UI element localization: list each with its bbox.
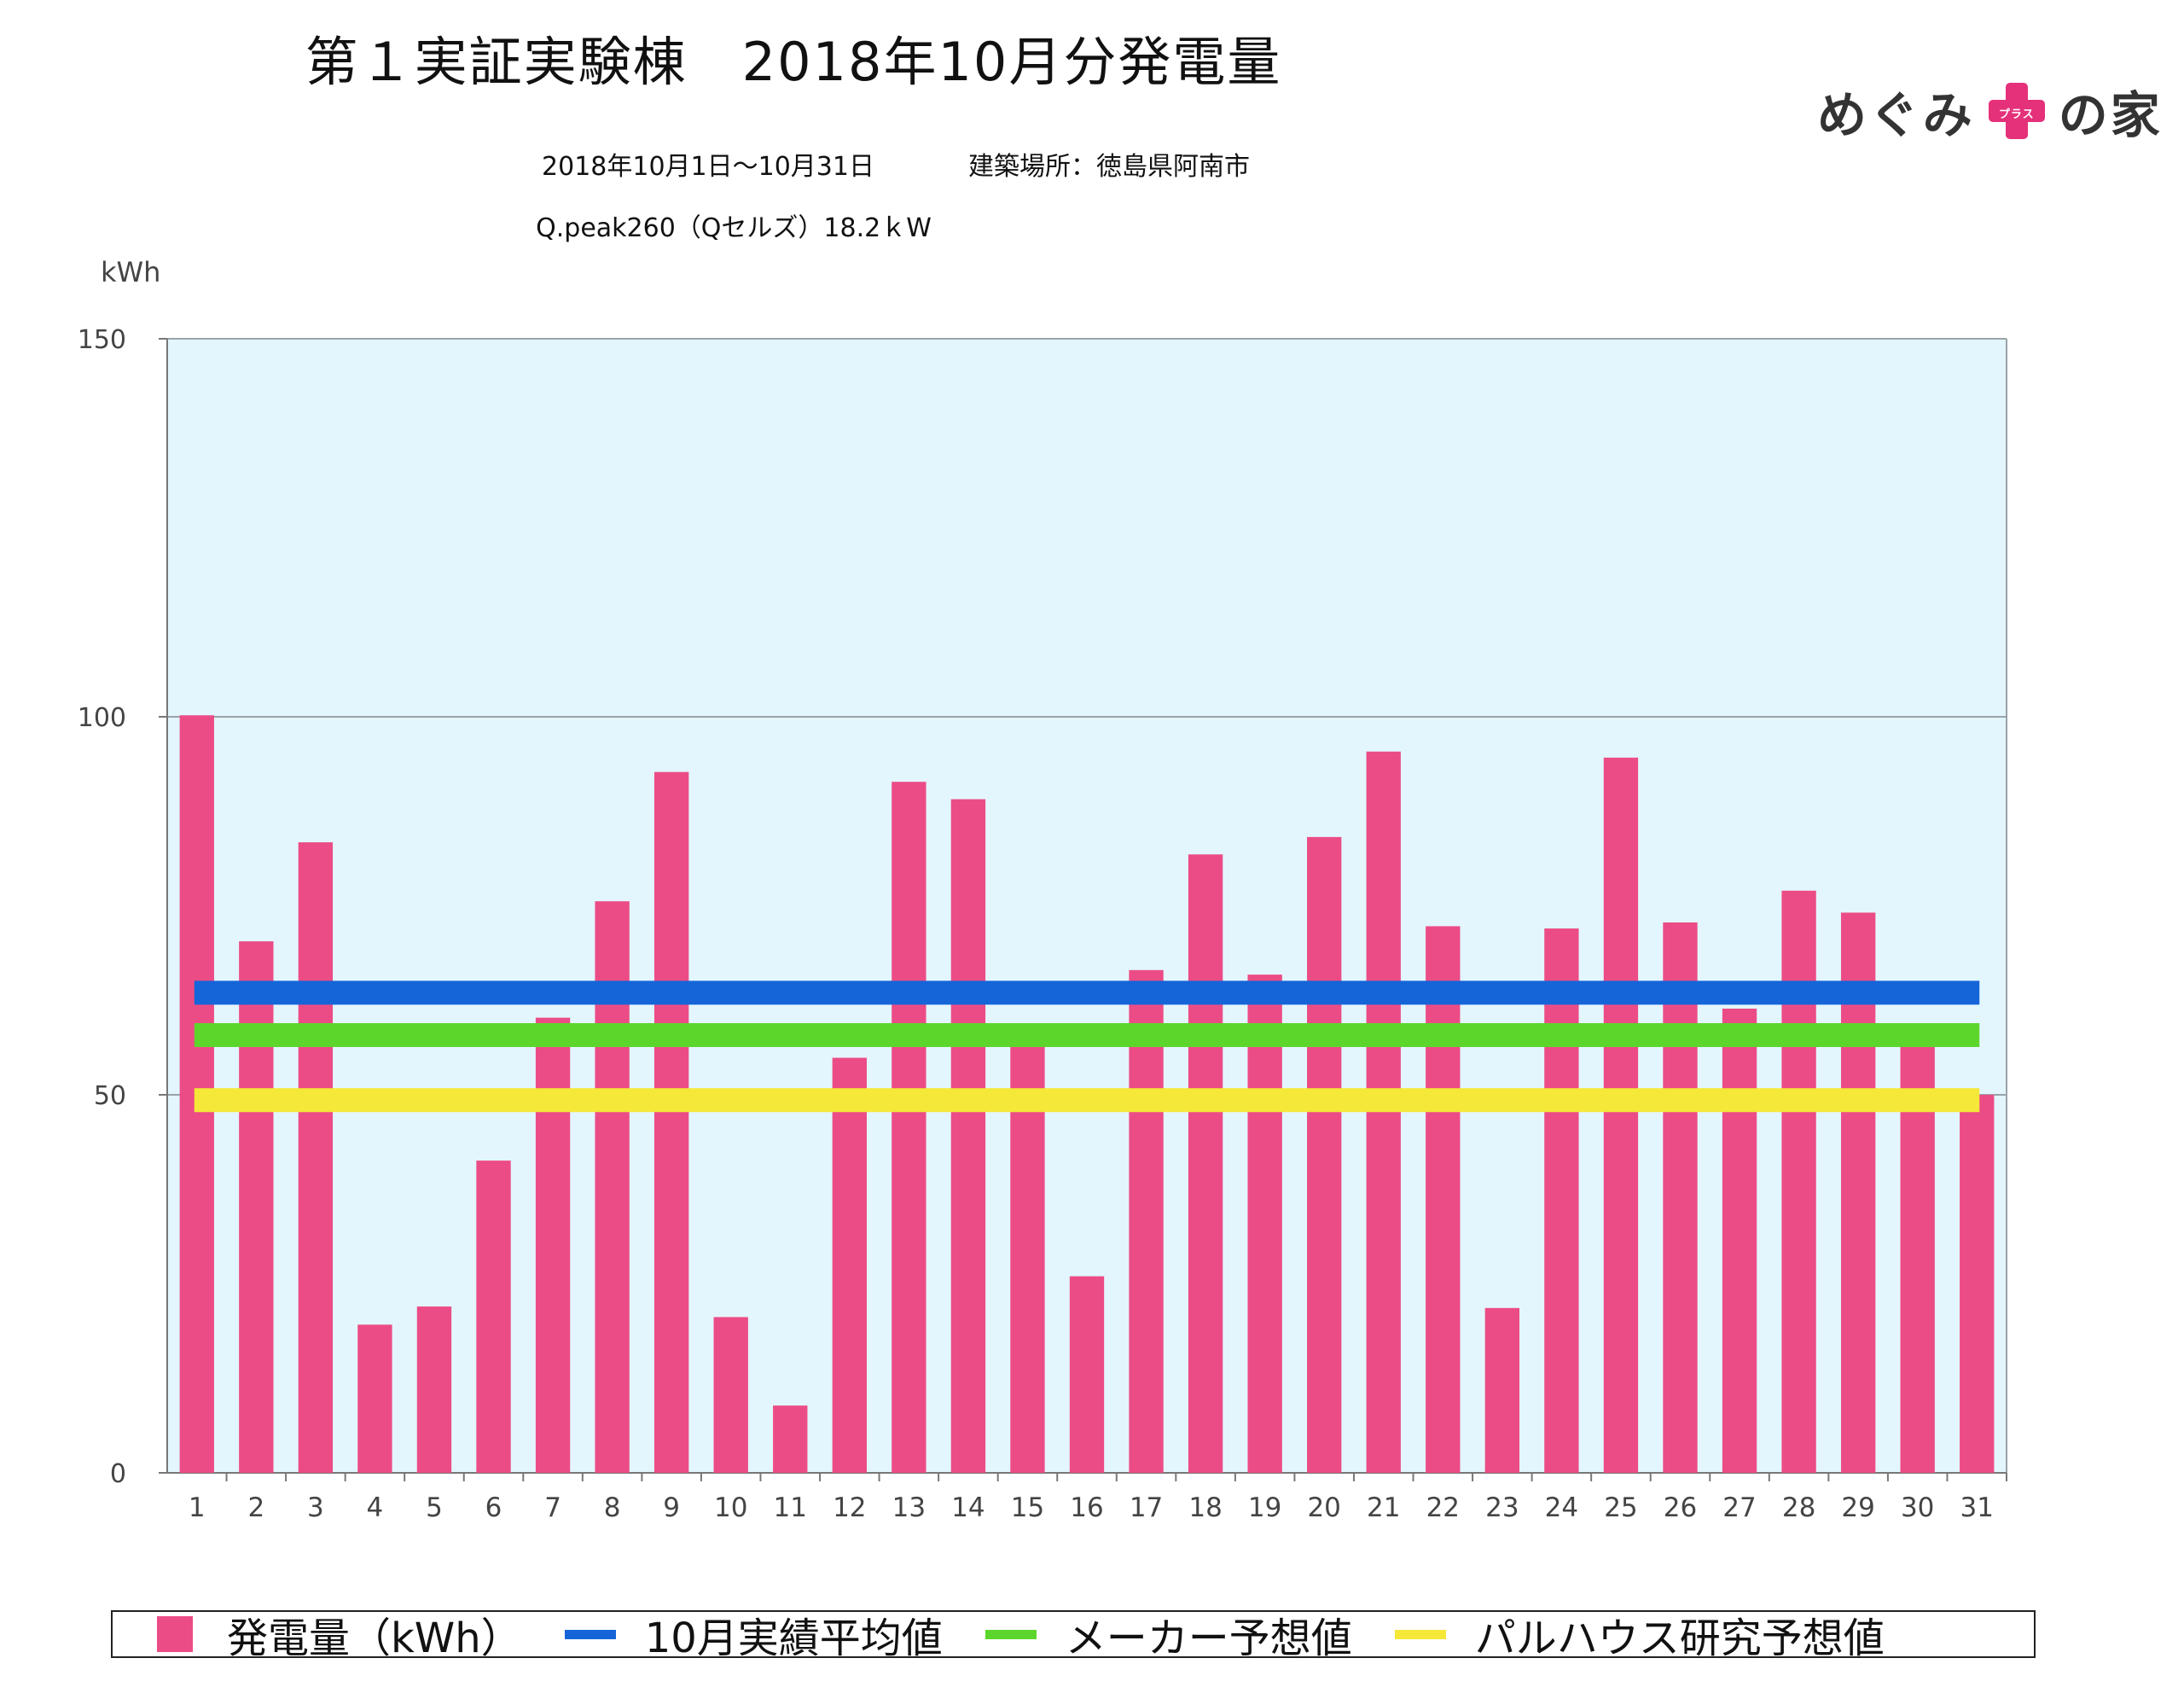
bar-day-31 bbox=[1960, 1095, 1995, 1473]
x-tick-label-15: 15 bbox=[1011, 1492, 1044, 1523]
bar-day-2 bbox=[239, 941, 274, 1473]
chart-title: 第１実証実験棟 2018年10月分発電量 bbox=[305, 31, 1282, 93]
y-tick-label-150: 150 bbox=[78, 325, 126, 355]
bar-day-21 bbox=[1366, 751, 1401, 1473]
bar-day-5 bbox=[416, 1306, 452, 1473]
x-tick-label-31: 31 bbox=[1960, 1492, 1993, 1523]
location-text: 建築場所：徳島県阿南市 bbox=[967, 152, 1250, 182]
legend-swatch-palhouse-forecast bbox=[1394, 1629, 1446, 1639]
panel-spec-text: Q.peak260（Qセルズ）18.2ｋW bbox=[536, 213, 932, 243]
chart-legend: 発電量（kWh） 10月実績平均値 メーカー予想値 パルハウス研究予想値 bbox=[111, 1610, 2036, 1662]
bar-day-14 bbox=[950, 799, 986, 1473]
x-tick-label-4: 4 bbox=[367, 1492, 384, 1523]
bar-day-24 bbox=[1544, 928, 1579, 1473]
bar-day-23 bbox=[1484, 1307, 1520, 1473]
bar-day-19 bbox=[1247, 974, 1282, 1473]
bar-day-26 bbox=[1663, 922, 1698, 1473]
x-tick-label-18: 18 bbox=[1188, 1492, 1222, 1523]
legend-item-palhouse-forecast: パルハウス研究予想値 bbox=[1394, 1604, 1885, 1664]
bar-day-11 bbox=[773, 1405, 808, 1473]
bar-day-17 bbox=[1129, 969, 1164, 1473]
bar-day-29 bbox=[1840, 912, 1876, 1473]
bar-day-20 bbox=[1307, 836, 1342, 1473]
legend-item-average: 10月実績平均値 bbox=[564, 1604, 943, 1664]
x-tick-label-16: 16 bbox=[1070, 1492, 1103, 1523]
brand-logo: めぐみ プラス の家 bbox=[1817, 75, 2163, 147]
x-tick-label-8: 8 bbox=[604, 1492, 621, 1523]
bar-day-4 bbox=[357, 1324, 392, 1473]
plus-icon: プラス bbox=[1988, 83, 2045, 139]
x-tick-label-23: 23 bbox=[1485, 1492, 1519, 1523]
bar-day-25 bbox=[1603, 757, 1639, 1473]
x-tick-label-5: 5 bbox=[426, 1492, 443, 1523]
x-tick-label-6: 6 bbox=[485, 1492, 502, 1523]
bar-day-16 bbox=[1069, 1276, 1105, 1473]
legend-item-maker-forecast: メーカー予想値 bbox=[985, 1604, 1352, 1664]
bar-day-13 bbox=[892, 782, 926, 1473]
x-tick-label-28: 28 bbox=[1782, 1492, 1815, 1523]
x-tick-label-3: 3 bbox=[307, 1492, 324, 1523]
bar-day-10 bbox=[713, 1317, 748, 1473]
bar-day-28 bbox=[1781, 890, 1816, 1473]
chart-subtitle-period-location: 2018年10月1日〜10月31日 建築場所：徳島県阿南市 bbox=[0, 145, 1792, 183]
y-axis-unit-label: kWh bbox=[101, 256, 161, 288]
x-tick-label-24: 24 bbox=[1545, 1492, 1578, 1523]
legend-swatch-maker-forecast bbox=[985, 1629, 1037, 1639]
legend-label-generation: 発電量（kWh） bbox=[227, 1614, 522, 1662]
y-tick-label-50: 50 bbox=[94, 1081, 126, 1111]
x-tick-label-19: 19 bbox=[1248, 1492, 1281, 1523]
x-tick-label-29: 29 bbox=[1841, 1492, 1874, 1523]
legend-swatch-generation bbox=[157, 1616, 193, 1652]
x-tick-label-27: 27 bbox=[1722, 1492, 1756, 1523]
logo-text-left: めぐみ bbox=[1817, 86, 1975, 144]
x-tick-label-1: 1 bbox=[189, 1492, 206, 1523]
bar-day-12 bbox=[832, 1057, 867, 1473]
x-tick-label-26: 26 bbox=[1664, 1492, 1697, 1523]
bar-day-22 bbox=[1426, 926, 1461, 1473]
bar-day-27 bbox=[1722, 1008, 1757, 1473]
bar-day-7 bbox=[535, 1017, 571, 1473]
x-tick-label-22: 22 bbox=[1426, 1492, 1460, 1523]
legend-swatch-average bbox=[564, 1629, 616, 1639]
x-tick-label-7: 7 bbox=[544, 1492, 561, 1523]
x-tick-label-11: 11 bbox=[774, 1492, 807, 1523]
legend-label-maker-forecast: メーカー予想値 bbox=[1065, 1614, 1352, 1662]
x-tick-label-12: 12 bbox=[833, 1492, 866, 1523]
x-tick-label-14: 14 bbox=[951, 1492, 985, 1523]
y-tick-label-0: 0 bbox=[110, 1459, 126, 1489]
x-tick-label-2: 2 bbox=[247, 1492, 264, 1523]
x-tick-label-17: 17 bbox=[1130, 1492, 1163, 1523]
x-tick-label-21: 21 bbox=[1367, 1492, 1400, 1523]
x-tick-label-10: 10 bbox=[714, 1492, 747, 1523]
period-text: 2018年10月1日〜10月31日 bbox=[542, 152, 874, 182]
legend-label-palhouse-forecast: パルハウス研究予想値 bbox=[1474, 1614, 1885, 1662]
bar-day-6 bbox=[476, 1161, 511, 1473]
logo-text-right: の家 bbox=[2058, 86, 2163, 144]
x-tick-label-20: 20 bbox=[1307, 1492, 1340, 1523]
x-tick-label-9: 9 bbox=[663, 1492, 680, 1523]
bar-day-9 bbox=[653, 771, 689, 1473]
legend-label-average: 10月実績平均値 bbox=[644, 1614, 943, 1662]
logo-plus-word: プラス bbox=[1998, 108, 2035, 121]
x-tick-label-30: 30 bbox=[1901, 1492, 1934, 1523]
x-tick-label-13: 13 bbox=[892, 1492, 926, 1523]
x-tick-label-25: 25 bbox=[1604, 1492, 1637, 1523]
bar-day-3 bbox=[298, 842, 334, 1473]
bar-day-18 bbox=[1188, 854, 1223, 1473]
legend-item-generation: 発電量（kWh） bbox=[157, 1604, 522, 1664]
y-tick-label-100: 100 bbox=[78, 703, 126, 733]
